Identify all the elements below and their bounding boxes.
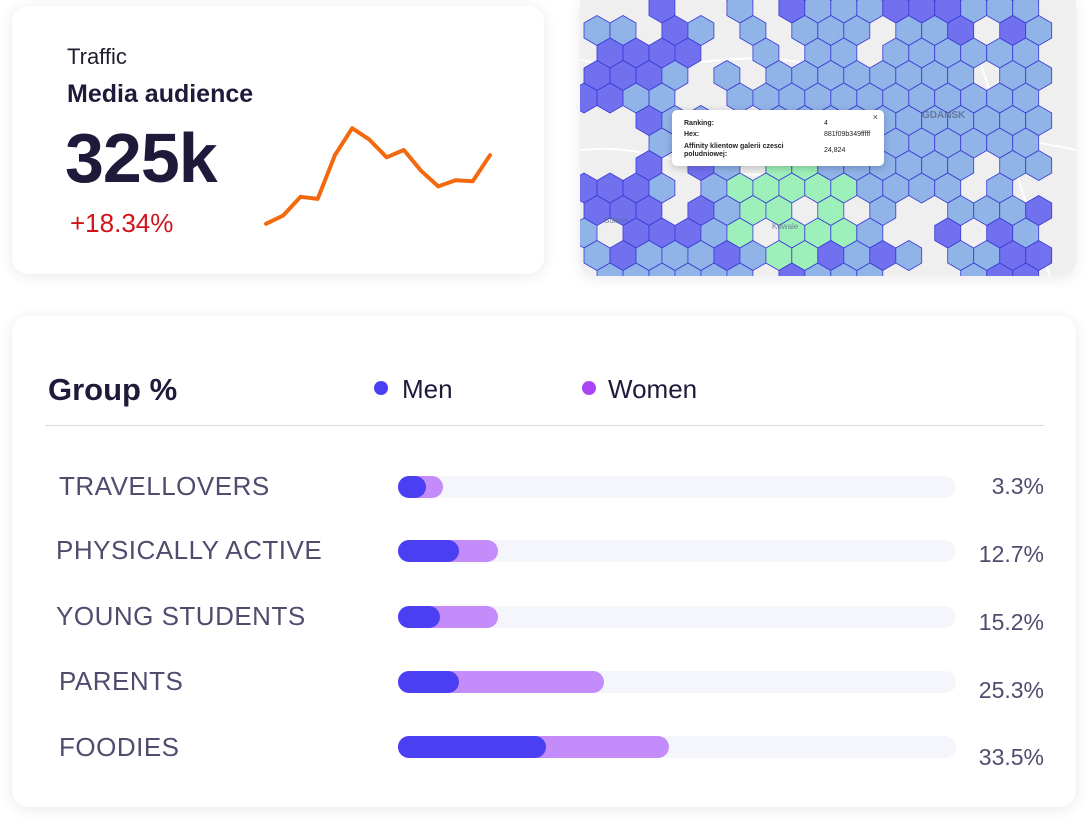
tooltip-value-hex: 881f09b349fffff xyxy=(824,131,871,138)
group-row-bar-track xyxy=(398,476,956,498)
map-tooltip: × Ranking: 4 Hex: 881f09b349fffff Affini… xyxy=(672,110,884,166)
group-row-percent: 12.7% xyxy=(978,541,1044,567)
map-hex-cell[interactable] xyxy=(1012,262,1040,276)
group-row-label: PHYSICALLY ACTIVE xyxy=(56,535,323,565)
map-hex-cell[interactable] xyxy=(830,262,858,276)
map-hex-cell[interactable] xyxy=(726,262,754,276)
traffic-label: Traffic xyxy=(67,44,127,69)
group-title: Group % xyxy=(48,372,178,407)
hex-map[interactable]: GDANSK Sulmin Kowale × Ranking: 4 Hex: 8… xyxy=(580,0,1076,276)
tooltip-key-affinity: Affinity klientow galerii czesci poludni… xyxy=(684,143,784,158)
legend-women-dot xyxy=(582,381,596,395)
map-label-kowale: Kowale xyxy=(772,222,799,231)
audience-change: +18.34% xyxy=(70,208,174,238)
men-bar xyxy=(398,736,546,758)
men-bar xyxy=(398,476,426,498)
sparkline-line xyxy=(264,126,492,226)
map-hex-cell[interactable] xyxy=(622,262,650,276)
sparkline-chart xyxy=(264,126,492,226)
map-hex-cell[interactable] xyxy=(648,262,676,276)
group-row-label: PARENTS xyxy=(59,666,184,696)
men-bar xyxy=(398,606,440,628)
tooltip-key-ranking: Ranking: xyxy=(684,120,714,127)
group-row-label: YOUNG STUDENTS xyxy=(56,601,306,631)
map-hex-cell[interactable] xyxy=(960,262,988,276)
map-hex-cell[interactable] xyxy=(596,262,624,276)
group-row-bar-track xyxy=(398,671,956,693)
tooltip-close-icon[interactable]: × xyxy=(872,112,878,122)
map-hex-cell[interactable] xyxy=(986,262,1014,276)
map-hex-cell[interactable] xyxy=(856,262,884,276)
media-audience-title: Media audience xyxy=(67,80,254,108)
men-bar xyxy=(398,671,460,693)
map-hex-cell[interactable] xyxy=(674,262,702,276)
group-row-percent: 15.2% xyxy=(978,609,1044,635)
map-hex-cell[interactable] xyxy=(1025,150,1053,181)
tooltip-value-affinity: 24,824 xyxy=(824,147,846,154)
tooltip-key-hex: Hex: xyxy=(684,131,700,138)
audience-value: 325k xyxy=(65,119,218,197)
group-row-percent: 33.5% xyxy=(978,744,1044,770)
group-row-label: TRAVELLOVERS xyxy=(59,471,270,501)
group-row-bar-track xyxy=(398,540,956,562)
tooltip-value-ranking: 4 xyxy=(824,120,828,127)
legend-men-dot xyxy=(374,381,388,395)
group-percentage-card: Group % Men Women TRAVELLOVERS 3.3% PHYSIC… xyxy=(12,316,1076,807)
map-label-sulmin: Sulmin xyxy=(604,216,629,225)
group-row-percent: 25.3% xyxy=(978,677,1044,703)
map-hex-cell[interactable] xyxy=(895,240,923,271)
map-label-gdansk: GDANSK xyxy=(922,110,966,121)
legend-women-label: Women xyxy=(608,374,698,404)
map-hex-cell[interactable] xyxy=(778,262,806,276)
group-row-label: FOODIES xyxy=(59,732,180,762)
divider xyxy=(45,425,1044,426)
group-row-bar-track xyxy=(398,736,956,758)
group-row-bar-track xyxy=(398,606,956,628)
map-hex-cell[interactable] xyxy=(804,262,832,276)
map-hex-cell[interactable] xyxy=(700,262,728,276)
group-row-percent: 3.3% xyxy=(991,473,1044,499)
legend-men-label: Men xyxy=(402,374,453,404)
traffic-card: Traffic Media audience 325k +18.34% xyxy=(12,6,544,274)
men-bar xyxy=(398,540,460,562)
